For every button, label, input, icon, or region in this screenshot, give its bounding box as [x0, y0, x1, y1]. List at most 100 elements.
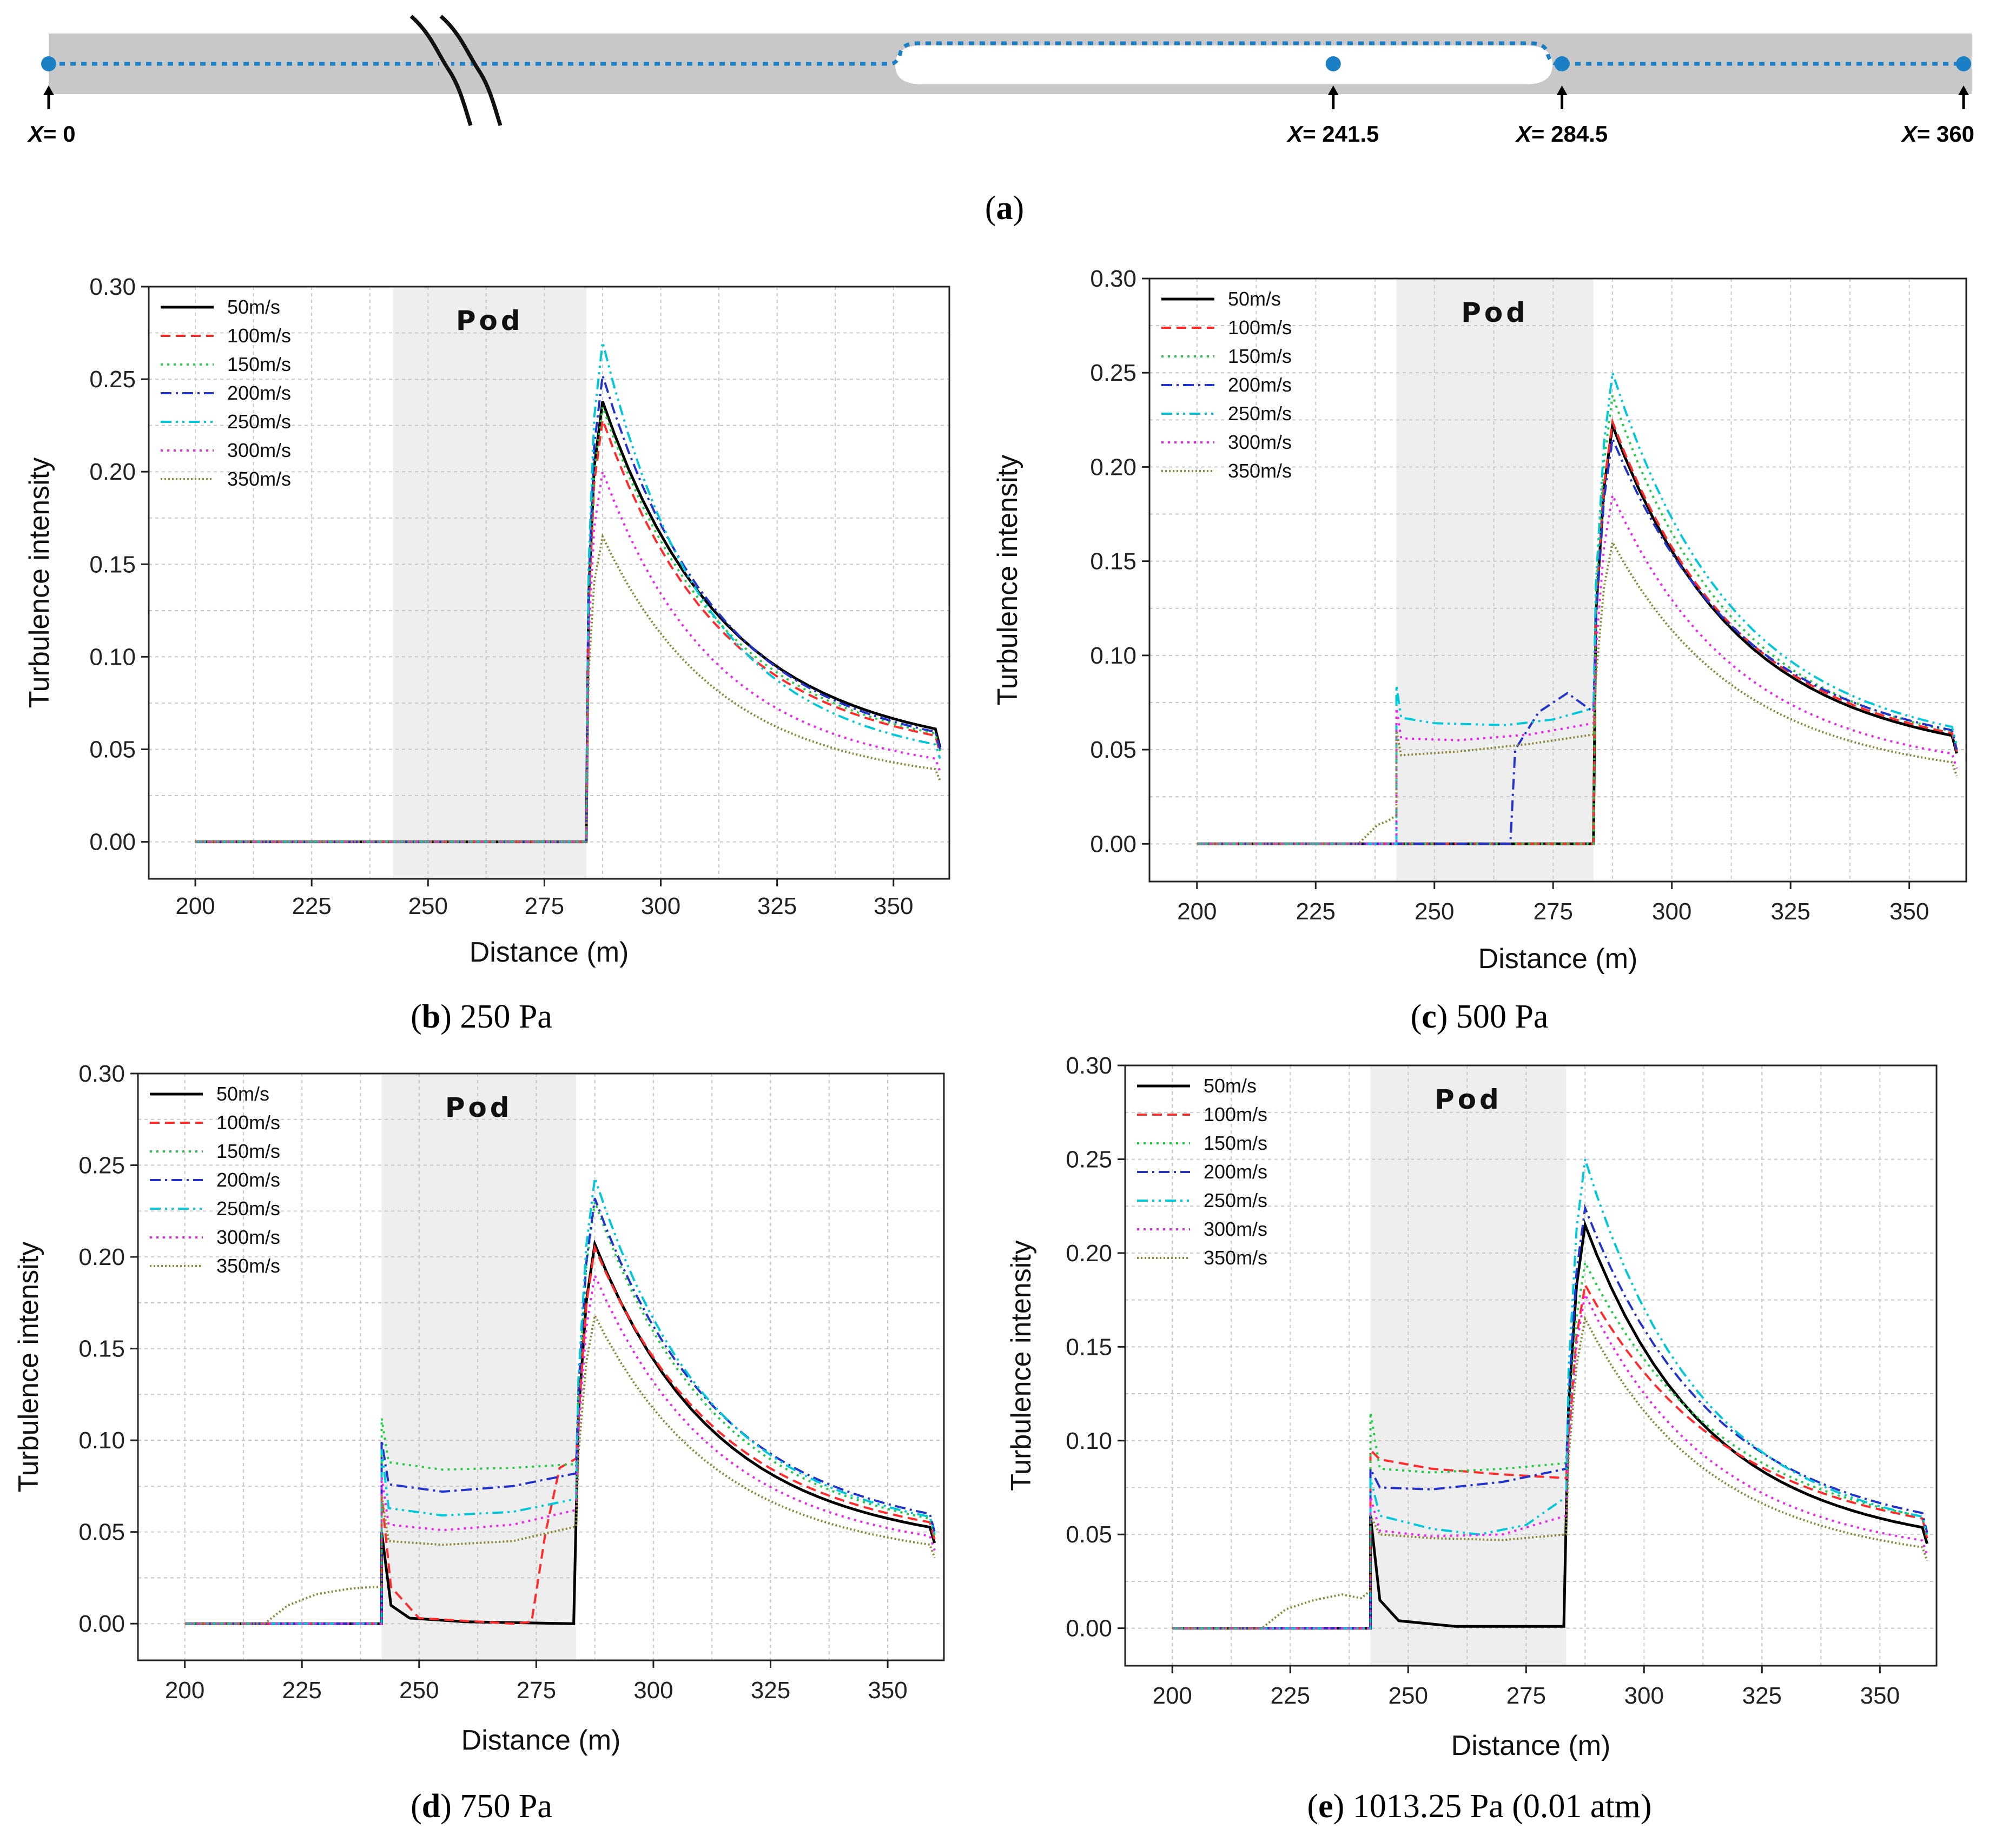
series-line-50m-s [1197, 420, 1958, 845]
series-line-250m-s [1197, 372, 1958, 845]
legend: 50m/s 100m/s 150m/s 200m/s 250m/s 300m/s 350m/… [1161, 288, 1292, 482]
x-tick-label: 225 [282, 1677, 321, 1704]
grid [1125, 1065, 1937, 1666]
y-tick-label: 0.05 [78, 1519, 125, 1546]
chart-500pa: 200 225 250 275 300 325 350 0.00 0.05 0.10 0.15 0.2… [992, 266, 1967, 975]
series-line-100m-s [184, 1244, 936, 1625]
legend-label: 100m/s [1228, 316, 1292, 339]
marker-label: X= 241.5 [1286, 121, 1379, 147]
legend-label: 150m/s [1228, 345, 1292, 367]
pod-region [1370, 1065, 1567, 1666]
legend-label: 200m/s [216, 1169, 280, 1191]
series-line-200m-s [1197, 434, 1958, 845]
y-tick-label: 0.15 [1066, 1334, 1112, 1360]
y-tick-label: 0.10 [78, 1427, 125, 1454]
y-tick-label: 0.30 [1066, 1052, 1112, 1079]
x-tick-label: 250 [399, 1677, 439, 1704]
legend: 50m/s 100m/s 150m/s 200m/s 250m/s 300m/s 350m/… [150, 1083, 280, 1277]
legend-label: 100m/s [227, 324, 291, 347]
legend-label: 300m/s [1228, 431, 1292, 453]
x-tick-label: 325 [1770, 898, 1810, 925]
x-tick-label: 225 [1296, 898, 1336, 925]
y-tick-label: 0.00 [1066, 1615, 1112, 1642]
y-tick-label: 0.20 [1090, 454, 1136, 480]
marker-arrowhead [1327, 85, 1339, 95]
x-tick-label: 200 [175, 893, 215, 919]
pod-label: Pod [1435, 1084, 1502, 1115]
flow-path [49, 41, 1964, 66]
series-line-300m-s [1197, 492, 1958, 845]
x-tick-label: 275 [525, 893, 564, 919]
series-line-350m-s [195, 533, 941, 843]
marker-arrowhead [1958, 85, 1969, 95]
legend-label: 100m/s [1204, 1103, 1267, 1125]
chart-1013pa: 200 225 250 275 300 325 350 0.00 0.05 0.10 0.15 0.2… [1006, 1052, 1938, 1761]
grid [149, 286, 949, 879]
x-tick-label: 300 [633, 1677, 673, 1704]
plot-frame [137, 1072, 945, 1661]
x-tick-label: 225 [292, 893, 331, 919]
y-tick-label: 0.25 [89, 366, 136, 393]
marker-label: X= 0 [27, 121, 76, 147]
x-tick-label: 350 [874, 893, 913, 919]
y-tick-label: 0.20 [89, 459, 136, 485]
y-tick-label: 0.05 [89, 736, 136, 763]
series-line-200m-s [195, 375, 941, 843]
series-line-350m-s [1172, 1315, 1928, 1630]
series-line-250m-s [184, 1177, 936, 1625]
x-axis-label: Distance (m) [1451, 1730, 1611, 1761]
legend-label: 100m/s [216, 1111, 280, 1134]
y-tick-label: 0.05 [1066, 1521, 1112, 1548]
y-tick-label: 0.15 [1090, 548, 1136, 575]
caption-e: (e) 1013.25 Pa (0.01 atm) [1307, 1788, 1651, 1825]
y-tick-label: 0.10 [1066, 1428, 1112, 1454]
y-tick-label: 0.20 [1066, 1240, 1112, 1267]
legend-label: 50m/s [227, 296, 280, 318]
x-axis-label: Distance (m) [461, 1725, 621, 1756]
y-tick-label: 0.20 [78, 1244, 125, 1270]
y-tick-label: 0.25 [78, 1152, 125, 1179]
y-axis-label: Turbulence intensity [13, 1242, 44, 1492]
legend-label: 300m/s [216, 1226, 280, 1248]
tube-diagram: X= 0 X= 241.5 X= 284.5 X= 360 [27, 15, 1974, 147]
series-line-150m-s [1172, 1259, 1928, 1630]
pod-label: Pod [456, 305, 524, 336]
series-line-50m-s [1172, 1220, 1929, 1630]
legend-label: 350m/s [1228, 460, 1292, 482]
y-axis-label: Turbulence intensity [992, 455, 1023, 705]
legend-label: 250m/s [227, 410, 291, 433]
pod-body [895, 45, 1552, 84]
series-line-50m-s [184, 1239, 936, 1625]
pod-region [381, 1074, 576, 1660]
y-tick-label: 0.15 [89, 551, 136, 578]
marker-dot [1554, 56, 1570, 71]
plot-frame [1148, 277, 1967, 883]
grid [138, 1073, 944, 1660]
legend: 50m/s 100m/s 150m/s 200m/s 250m/s 300m/s 350m/… [161, 296, 291, 490]
legend-label: 50m/s [1228, 288, 1281, 310]
legend-label: 50m/s [1204, 1075, 1257, 1097]
x-tick-label: 350 [868, 1677, 907, 1704]
legend-label: 350m/s [216, 1255, 280, 1277]
marker-dot [1956, 56, 1971, 71]
y-tick-label: 0.25 [1090, 360, 1136, 386]
x-tick-label: 250 [1415, 898, 1454, 925]
y-tick-label: 0.25 [1066, 1146, 1112, 1173]
series-line-100m-s [1197, 417, 1958, 845]
series-line-300m-s [1172, 1290, 1928, 1630]
x-tick-label: 275 [1534, 898, 1573, 925]
y-tick-label: 0.00 [89, 829, 136, 856]
y-tick-label: 0.30 [78, 1061, 125, 1087]
caption-b: (b) 250 Pa [411, 998, 552, 1035]
x-tick-label: 275 [517, 1677, 556, 1704]
x-tick-label: 200 [1177, 898, 1217, 925]
pod-label: Pod [445, 1092, 513, 1123]
x-tick-label: 350 [1860, 1683, 1900, 1709]
series-line-200m-s [184, 1197, 936, 1625]
legend-label: 150m/s [216, 1140, 280, 1162]
x-tick-label: 300 [1624, 1683, 1664, 1709]
pod-label: Pod [1461, 297, 1529, 328]
x-tick-label: 250 [408, 893, 448, 919]
y-axis-label: Turbulence intensity [1006, 1240, 1037, 1491]
caption-a: (a) [985, 190, 1024, 227]
